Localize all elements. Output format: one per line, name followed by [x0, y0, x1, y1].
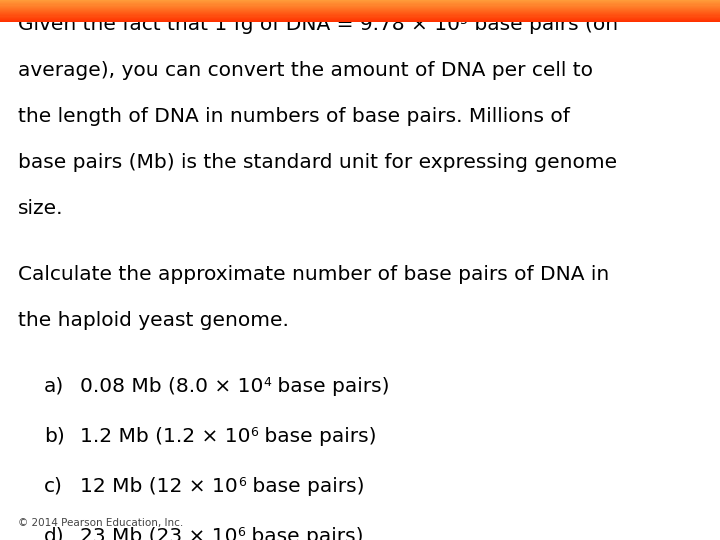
Bar [0, 6, 720, 8]
Bar [0, 17, 720, 18]
Text: 6: 6 [251, 427, 258, 440]
Text: 0.08 Mb (8.0 × 10: 0.08 Mb (8.0 × 10 [80, 377, 264, 396]
Bar [0, 13, 720, 14]
Bar [0, 0, 720, 1]
Text: Calculate the approximate number of base pairs of DNA in: Calculate the approximate number of base… [18, 265, 609, 284]
Text: average), you can convert the amount of DNA per cell to: average), you can convert the amount of … [18, 61, 593, 80]
Text: base pairs): base pairs) [246, 527, 364, 540]
Text: base pairs): base pairs) [246, 477, 364, 496]
Bar [0, 9, 720, 10]
Bar [0, 3, 720, 4]
Text: 23 Mb (23 × 10: 23 Mb (23 × 10 [80, 527, 238, 540]
Bar [0, 11, 720, 12]
Text: base pairs): base pairs) [271, 377, 390, 396]
Bar [0, 19, 720, 20]
Text: 12 Mb (12 × 10: 12 Mb (12 × 10 [80, 477, 238, 496]
Bar [0, 12, 720, 13]
Text: © 2014 Pearson Education, Inc.: © 2014 Pearson Education, Inc. [18, 518, 184, 528]
Bar [0, 10, 720, 11]
Text: c): c) [44, 477, 63, 496]
Bar [0, 5, 720, 6]
Text: Given the fact that 1 fg of DNA = 9.78 × 10: Given the fact that 1 fg of DNA = 9.78 ×… [18, 15, 460, 34]
Bar [0, 16, 720, 17]
Bar [0, 20, 720, 21]
Bar [0, 18, 720, 19]
Text: base pairs (Mb) is the standard unit for expressing genome: base pairs (Mb) is the standard unit for… [18, 153, 617, 172]
Text: the haploid yeast genome.: the haploid yeast genome. [18, 311, 289, 330]
Bar [0, 4, 720, 5]
Text: the length of DNA in numbers of base pairs. Millions of: the length of DNA in numbers of base pai… [18, 107, 570, 126]
Text: d): d) [44, 527, 65, 540]
Bar [0, 21, 720, 22]
Text: 6: 6 [238, 526, 246, 539]
Text: size.: size. [18, 199, 63, 218]
Text: b): b) [44, 427, 65, 446]
Text: base pairs (on: base pairs (on [468, 15, 618, 34]
Text: 4: 4 [264, 376, 271, 389]
Bar [0, 14, 720, 16]
Text: 1.2 Mb (1.2 × 10: 1.2 Mb (1.2 × 10 [80, 427, 251, 446]
Text: base pairs): base pairs) [258, 427, 377, 446]
Bar [0, 2, 720, 3]
Text: 6: 6 [238, 476, 246, 489]
Text: a): a) [44, 377, 64, 396]
Bar [0, 8, 720, 9]
Bar [0, 1, 720, 2]
Text: 5: 5 [460, 15, 468, 28]
